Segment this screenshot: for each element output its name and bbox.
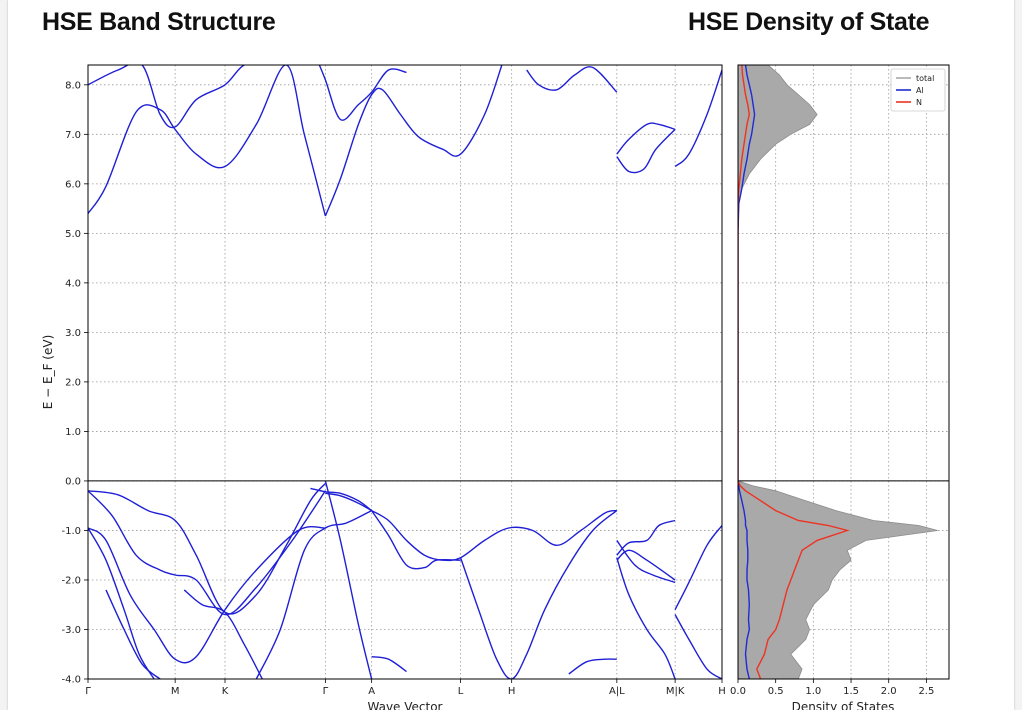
band-line — [88, 527, 155, 679]
band-y-tick-label: -4.0 — [61, 675, 81, 686]
dos-x-tick-label: 1.5 — [843, 686, 859, 697]
band-x-tick-label: A|L — [609, 686, 625, 697]
band-line — [568, 658, 617, 675]
band-y-tick-label: 3.0 — [65, 328, 81, 339]
band-line — [616, 549, 676, 581]
band-line — [616, 539, 676, 584]
dos-title: HSE Density of State — [688, 8, 930, 36]
dos-total-area — [738, 65, 938, 679]
band-line — [255, 509, 372, 679]
band-x-tick-label: H — [718, 686, 726, 697]
dos-x-tick-label: 2.5 — [918, 686, 934, 697]
band-line — [371, 510, 461, 570]
dos-x-tick-label: 0.5 — [768, 686, 784, 697]
tick-labels: -4.0 -3.0 -2.0 -1.0 0.0 1.0 2.0 3.0 4.0 5.0 6.0 7.0… — [61, 80, 934, 697]
band-y-tick-label: 0.0 — [65, 476, 81, 487]
band-line — [616, 122, 676, 155]
band-y-axis-label: E − E_F (eV) — [41, 335, 55, 410]
band-line — [325, 492, 372, 512]
band-x-tick-label: Γ — [85, 686, 91, 697]
band-line — [183, 589, 263, 679]
band-y-tick-label: 4.0 — [65, 278, 81, 289]
band-line — [371, 656, 407, 673]
band-x-axis-label: Wave Vector — [368, 700, 443, 710]
band-line — [88, 525, 326, 664]
dos-al-line — [738, 65, 756, 679]
legend-label-total: total — [916, 74, 934, 83]
legend-box — [890, 68, 946, 112]
dos-legend: total Al N — [890, 68, 946, 112]
band-structure-title: HSE Band Structure — [42, 8, 276, 36]
band-y-tick-label: 8.0 — [65, 80, 81, 91]
band-x-tick-label: M|K — [666, 686, 685, 697]
band-x-tick-label: Γ — [323, 686, 329, 697]
legend-label-n: N — [916, 98, 922, 107]
band-line — [105, 589, 161, 679]
band-y-tick-label: 7.0 — [65, 130, 81, 141]
band-line — [310, 487, 373, 512]
band-x-tick-label: L — [458, 686, 464, 697]
band-grid — [87, 65, 723, 680]
band-x-tick-label: A — [368, 686, 375, 697]
axes-frames — [87, 64, 950, 680]
band-line — [616, 557, 676, 679]
band-line — [324, 65, 503, 217]
band-x-tick-label: K — [222, 686, 229, 697]
band-y-tick-label: -2.0 — [61, 575, 81, 586]
band-y-tick-label: -1.0 — [61, 526, 81, 537]
dos-series-layer — [738, 65, 938, 679]
band-lines-layer — [88, 65, 722, 679]
band-line — [88, 490, 326, 616]
band-line — [459, 510, 618, 679]
band-line — [526, 66, 618, 93]
band-line — [88, 482, 326, 615]
dos-x-axis-label: Density of States — [792, 700, 895, 710]
band-x-tick-label: H — [508, 686, 516, 697]
band-axes-frame — [87, 64, 723, 680]
charts-svg: -4.0 -3.0 -2.0 -1.0 0.0 1.0 2.0 3.0 4.0 5.0 6.0 7.0… — [41, 64, 950, 710]
band-y-tick-label: 5.0 — [65, 229, 81, 240]
band-y-tick-label: 2.0 — [65, 377, 81, 388]
dos-x-tick-label: 2.0 — [881, 686, 897, 697]
band-line — [674, 525, 722, 611]
band-line — [88, 65, 247, 129]
band-line — [371, 509, 617, 562]
band-y-tick-label: -3.0 — [61, 625, 81, 636]
band-line — [324, 480, 373, 679]
dos-n-line — [738, 65, 850, 679]
dos-axes-frame — [737, 64, 950, 680]
legend-label-al: Al — [916, 86, 924, 95]
band-line — [616, 128, 676, 174]
band-line — [88, 65, 327, 217]
band-line — [616, 519, 676, 556]
band-y-tick-label: 6.0 — [65, 179, 81, 190]
band-y-tick-label: 1.0 — [65, 427, 81, 438]
band-x-tick-label: M — [171, 686, 180, 697]
figure-canvas: HSE Band Structure HSE Density of State … — [8, 0, 1014, 710]
band-line — [674, 614, 722, 679]
dos-x-tick-label: 1.0 — [805, 686, 821, 697]
band-line — [674, 69, 722, 168]
band-line — [318, 65, 407, 121]
dos-x-tick-label: 0.0 — [730, 686, 746, 697]
